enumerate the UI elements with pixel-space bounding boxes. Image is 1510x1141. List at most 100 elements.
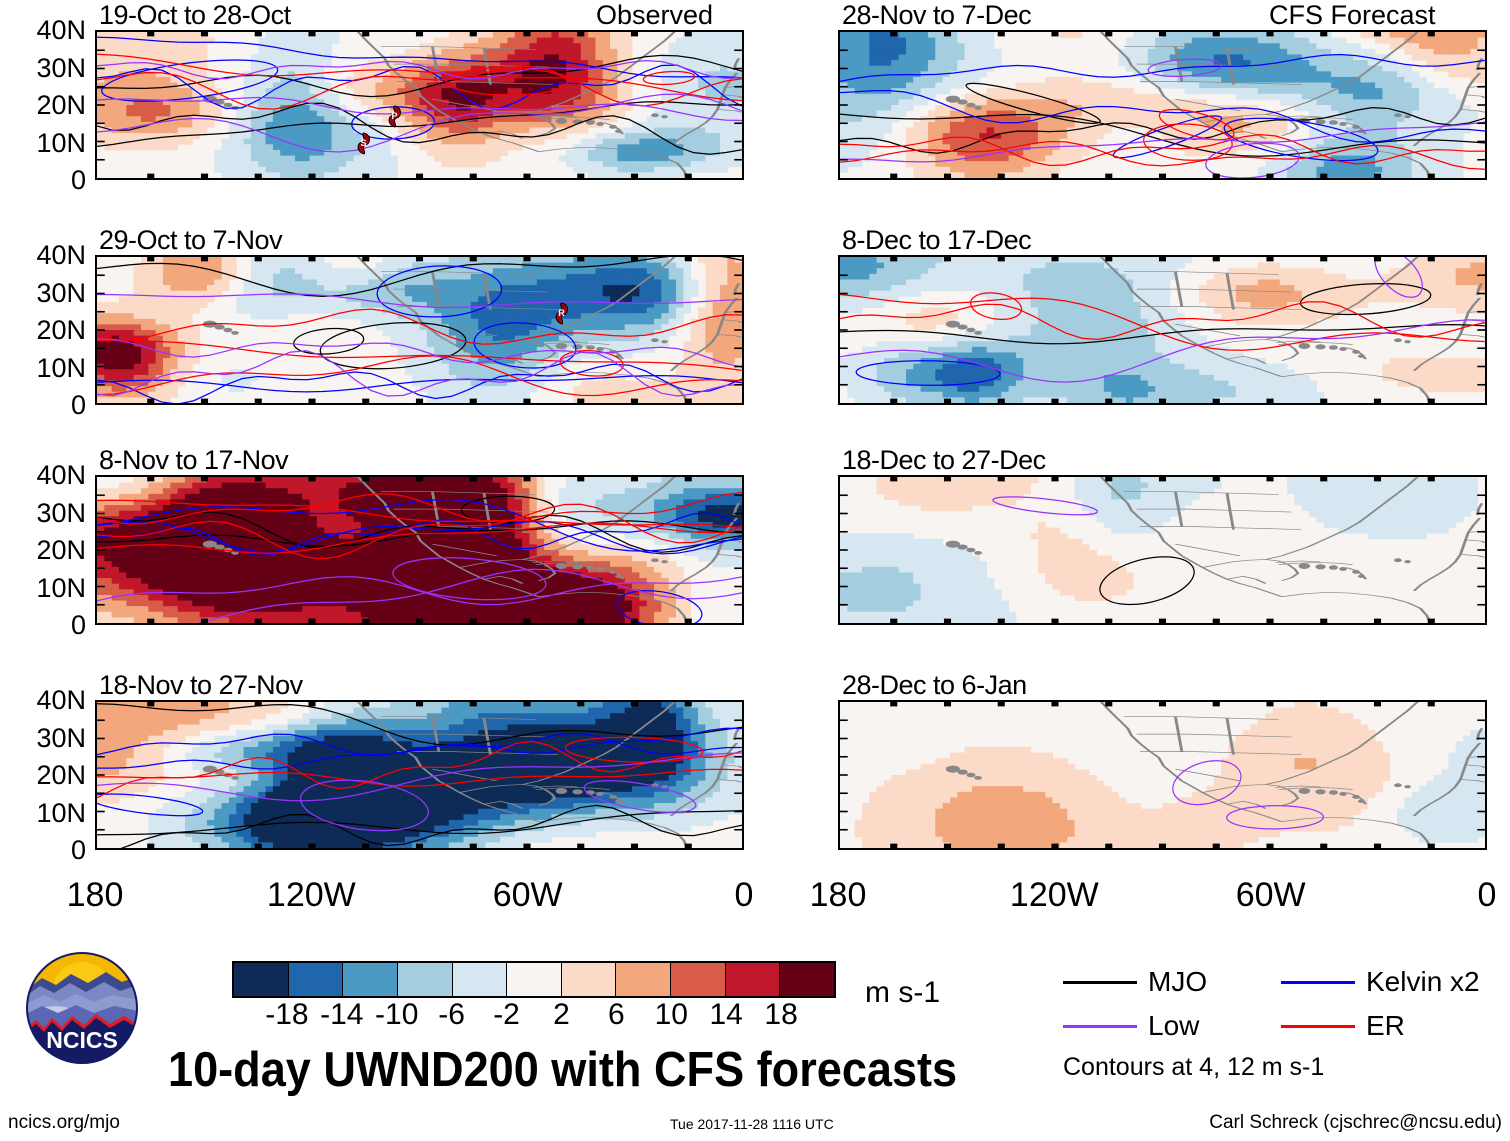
colorbar-tick-3: -6 (438, 998, 465, 1031)
y-tick-label-1-1: 30N (36, 277, 86, 308)
colorbar-swatch-8 (671, 963, 726, 996)
ncics-logo[interactable]: NCICS (26, 952, 138, 1064)
map-plot-left-2 (97, 477, 742, 623)
page-title: 10-day UWND200 with CFS forecasts (168, 1043, 958, 1097)
legend-line-swatch (1281, 980, 1355, 984)
legend-item-mjo: MJO (1063, 968, 1207, 996)
y-tick-label-2-3: 10N (36, 572, 86, 603)
y-tick-label-1-2: 20N (36, 315, 86, 345)
colorbar-swatch-1 (288, 963, 344, 996)
contour-legend-note: Contours at 4, 12 m s-1 (1063, 1053, 1325, 1081)
legend-label: MJO (1148, 966, 1208, 997)
colorbar-swatch-9 (725, 963, 781, 996)
y-tick-label-3-1: 30N (36, 722, 86, 753)
panel-title-left-0: 19-Oct to 28-Oct (99, 0, 291, 30)
y-tick-label-0-4: 0 (70, 165, 86, 195)
x-tick-label-1-2: 60W (1235, 876, 1306, 914)
y-tick-label-2-4: 0 (70, 610, 86, 640)
contour-legend: MJO Kelvin x2 Low ER (1063, 968, 1483, 1048)
panel-title-left-2: 8-Nov to 17-Nov (99, 445, 289, 475)
map-panel-right-1 (838, 255, 1487, 405)
column-header-left: Observed (596, 0, 714, 30)
panel-grid: 19-Oct to 28-Oct Observed P S 29-Oct to 7-… (95, 0, 1487, 850)
legend-line-swatch (1063, 980, 1137, 984)
legend-label: ER (1366, 1010, 1405, 1041)
storm-marker-label: P (392, 111, 398, 121)
colorbar-swatch-2 (343, 963, 398, 996)
y-tick-label-2-0: 40N (36, 460, 86, 490)
colorbar-tick-labels: -18 -14 -10 -6 -2 2 6 10 14 18 (232, 1000, 836, 1034)
y-tick-label-2-2: 20N (36, 535, 86, 565)
y-tick-label-1-3: 10N (36, 352, 86, 383)
colorbar-tick-6: 6 (608, 998, 625, 1031)
panel-title-right-0: 28-Nov to 7-Dec (842, 0, 1032, 30)
panel-title-right-2: 18-Dec to 27-Dec (842, 445, 1046, 475)
map-panel-right-2 (838, 475, 1487, 625)
y-tick-label-0-3: 10N (36, 127, 86, 158)
legend-line-swatch (1063, 1024, 1137, 1028)
map-panel-left-0: P S (95, 30, 744, 180)
legend-label: Low (1148, 1010, 1200, 1041)
y-tick-label-3-0: 40N (36, 685, 86, 715)
map-plot-left-1 (97, 257, 742, 403)
colorbar-swatch-6 (561, 963, 617, 996)
panel-title-right-1: 8-Dec to 17-Dec (842, 225, 1032, 255)
map-plot-left-3 (97, 702, 742, 848)
panel-title-right-3: 28-Dec to 6-Jan (842, 670, 1027, 700)
x-tick-label-0-2: 60W (492, 876, 563, 914)
colorbar-tick-0: -18 (265, 998, 309, 1031)
colorbar-swatch-4 (452, 963, 508, 996)
colorbar-swatch-3 (397, 963, 453, 996)
colorbar (232, 961, 836, 998)
map-plot-left-0 (97, 32, 742, 178)
storm-marker-p: P (386, 105, 403, 128)
colorbar-tick-5: 2 (553, 998, 570, 1031)
y-tick-label-0-2: 20N (36, 90, 86, 120)
y-tick-label-0-0: 40N (36, 15, 86, 45)
ncics-logo-graphic: NCICS (26, 952, 138, 1064)
map-plot-right-0 (840, 32, 1485, 178)
legend-item-low: Low (1063, 1012, 1199, 1040)
map-plot-right-3 (840, 702, 1485, 848)
colorbar-swatch-5 (507, 963, 562, 996)
map-plot-right-1 (840, 257, 1485, 403)
legend-item-kelvin-x2: Kelvin x2 (1281, 968, 1480, 996)
footer-timestamp: Tue 2017-11-28 1116 UTC (670, 1116, 834, 1132)
map-plot-right-2 (840, 477, 1485, 623)
storm-marker-label: R (558, 308, 565, 318)
map-panel-right-3 (838, 700, 1487, 850)
footer-author: Carl Schreck (cjschrec@ncsu.edu) (1209, 1112, 1502, 1133)
colorbar-swatch-10 (780, 963, 835, 996)
colorbar-swatch-7 (616, 963, 672, 996)
column-header-right: CFS Forecast (1269, 0, 1436, 30)
panel-title-left-1: 29-Oct to 7-Nov (99, 225, 283, 255)
map-panel-left-2 (95, 475, 744, 625)
colorbar-tick-7: 10 (654, 998, 688, 1031)
y-tick-label-0-1: 30N (36, 52, 86, 83)
x-tick-label-0-3: 0 (734, 876, 754, 914)
colorbar-swatch-0 (234, 963, 289, 996)
storm-marker-r: R (553, 301, 570, 325)
colorbar-tick-4: -2 (493, 998, 520, 1031)
ncics-logo-text: NCICS (46, 1027, 118, 1053)
storm-marker-s: S (355, 132, 372, 155)
y-tick-label-1-0: 40N (36, 240, 86, 270)
x-tick-label-1-3: 0 (1477, 876, 1497, 914)
storm-marker-label: S (361, 138, 367, 148)
map-panel-left-1: R (95, 255, 744, 405)
panel-title-left-3: 18-Nov to 27-Nov (99, 670, 303, 700)
footer-site-link[interactable]: ncics.org/mjo (8, 1112, 120, 1133)
legend-item-er: ER (1281, 1012, 1405, 1040)
y-tick-label-2-1: 30N (36, 497, 86, 528)
map-panel-right-0 (838, 30, 1487, 180)
map-panel-left-3 (95, 700, 744, 850)
colorbar-tick-1: -14 (320, 998, 364, 1031)
colorbar-tick-9: 18 (764, 998, 798, 1031)
x-tick-label-0-1: 120W (266, 876, 356, 914)
legend-line-swatch (1281, 1024, 1355, 1028)
legend-label: Kelvin x2 (1366, 966, 1480, 997)
colorbar-units-label: m s-1 (865, 976, 940, 1009)
y-tick-label-1-4: 0 (70, 390, 86, 420)
colorbar-tick-2: -10 (375, 998, 419, 1031)
y-tick-label-3-4: 0 (70, 835, 86, 865)
